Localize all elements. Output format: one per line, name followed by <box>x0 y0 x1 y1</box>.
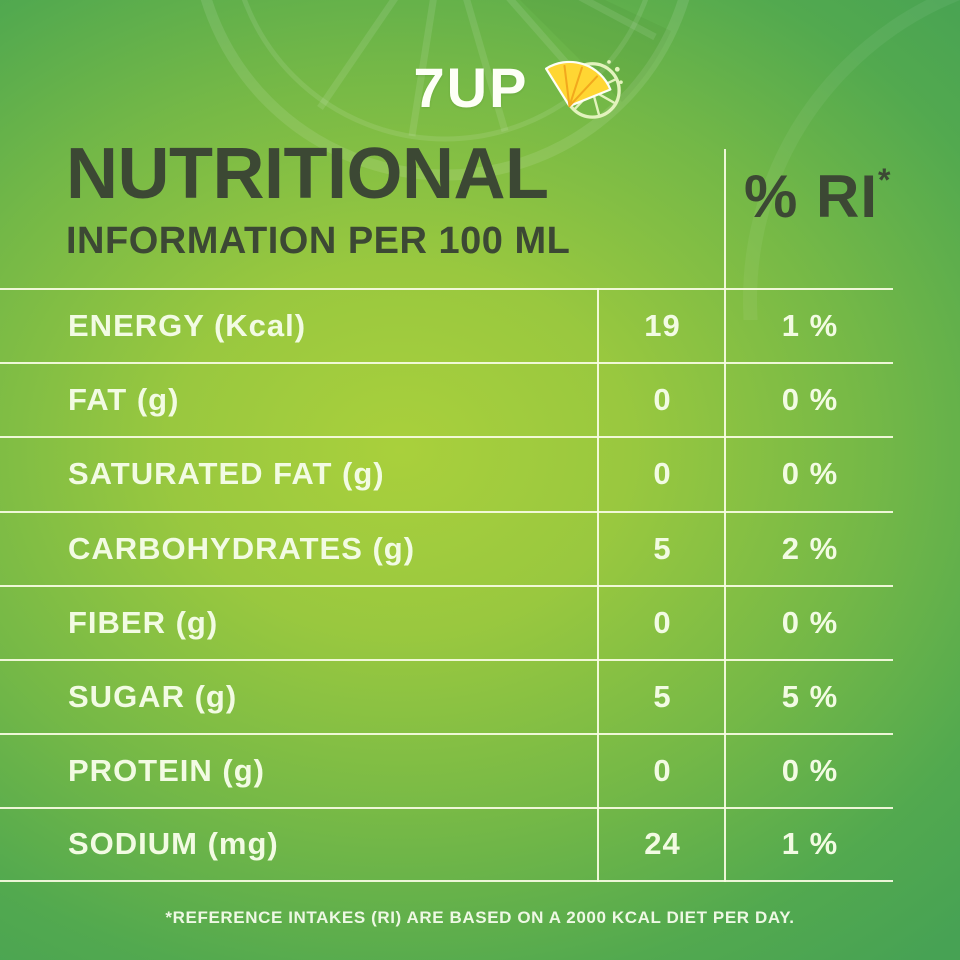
nutrient-label: ENERGY (Kcal) <box>68 308 307 344</box>
table-row: FAT (g) 0 0 % <box>0 362 893 436</box>
title-line1: NUTRITIONAL <box>66 134 549 214</box>
ri-column-header: % RI* <box>744 164 890 227</box>
nutrient-ri: 0 % <box>781 753 839 789</box>
nutrient-label: SATURATED FAT (g) <box>68 456 385 492</box>
nutrient-ri: 1 % <box>781 308 839 344</box>
nutrient-value: 0 <box>653 604 672 640</box>
table-row: CARBOHYDRATES (g) 5 2 % <box>0 510 893 585</box>
brand-logo: 7UP <box>0 38 960 130</box>
reference-note: *REFERENCE INTAKES (RI) ARE BASED ON A 2… <box>165 908 795 927</box>
nutrition-table: ENERGY (Kcal) 19 1 % FAT (g) 0 0 % SATUR… <box>0 288 893 882</box>
table-row: FIBER (g) 0 0 % <box>0 584 893 659</box>
nutrient-ri: 1 % <box>781 826 839 862</box>
nutrient-label: PROTEIN (g) <box>68 753 265 789</box>
nutrient-label: CARBOHYDRATES (g) <box>68 530 416 566</box>
table-row: SODIUM (mg) 24 1 % <box>0 807 893 882</box>
seven-up-logo-text: 7UP <box>413 56 529 119</box>
nutrient-value: 0 <box>653 382 672 418</box>
nutrient-label: SUGAR (g) <box>68 679 238 715</box>
nutrient-label: FAT (g) <box>68 382 180 418</box>
nutrient-ri: 0 % <box>781 604 839 640</box>
nutrient-ri: 2 % <box>781 530 839 566</box>
table-row: SUGAR (g) 5 5 % <box>0 658 893 733</box>
nutrient-label: SODIUM (mg) <box>68 826 279 862</box>
nutrient-value: 5 <box>653 530 672 566</box>
nutrient-value: 5 <box>653 679 672 715</box>
nutrient-label: FIBER (g) <box>68 604 219 640</box>
nutrient-value: 0 <box>653 753 672 789</box>
title-line2: INFORMATION PER 100 ML <box>66 220 571 262</box>
nutrient-ri: 0 % <box>781 382 839 418</box>
lemon-slice-icon <box>545 60 624 119</box>
nutrient-ri: 0 % <box>781 456 839 492</box>
ri-asterisk: * <box>878 162 891 198</box>
table-row: SATURATED FAT (g) 0 0 % <box>0 436 893 510</box>
table-row: ENERGY (Kcal) 19 1 % <box>0 288 893 362</box>
page-title: NUTRITIONAL INFORMATION PER 100 ML <box>66 138 570 260</box>
nutrient-value: 0 <box>653 456 672 492</box>
table-row: PROTEIN (g) 0 0 % <box>0 733 893 807</box>
ri-column-header-text: % RI <box>744 163 879 230</box>
nutrient-ri: 5 % <box>781 679 839 715</box>
column-divider-ri <box>723 149 727 882</box>
nutrient-value: 19 <box>644 308 681 344</box>
nutrient-value: 24 <box>644 826 681 862</box>
